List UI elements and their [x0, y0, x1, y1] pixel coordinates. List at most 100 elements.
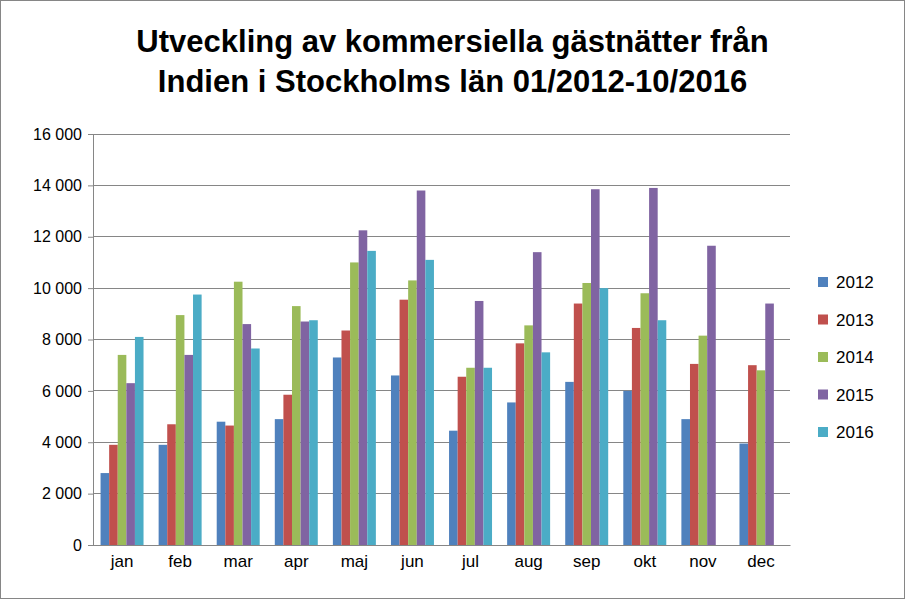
y-axis: 0 2 000 4 000 6 000 8 000 10 000 12 000 14 000 1…: [33, 126, 93, 554]
bar: [283, 395, 292, 545]
bar: [167, 424, 176, 545]
grid-line: [93, 236, 790, 237]
bar: [458, 377, 467, 545]
bar: [243, 324, 252, 545]
bar: [681, 419, 690, 545]
x-tick-label: maj: [341, 552, 368, 571]
y-tick-label: 2 000: [42, 485, 82, 502]
x-axis: janfebmaraprmajjunjulaugsepoktnovdec: [94, 545, 791, 571]
legend-swatch: [818, 390, 828, 400]
bar: [640, 293, 649, 545]
bar: [275, 419, 284, 545]
x-tick: aug: [514, 545, 542, 571]
bar: [765, 304, 774, 545]
x-tick: jul: [461, 545, 479, 571]
bar: [118, 355, 127, 545]
x-tick: feb: [168, 545, 192, 571]
x-tick: jun: [400, 545, 424, 571]
bar: [408, 280, 417, 545]
y-tick-mark: [88, 288, 93, 289]
grid-line: [93, 185, 790, 186]
x-tick-label: apr: [284, 552, 309, 571]
y-axis-line: [93, 135, 94, 546]
bar: [135, 337, 144, 545]
y-tick-label: 16 000: [33, 126, 82, 143]
bar: [126, 383, 135, 545]
bar: [658, 320, 667, 545]
bar: [400, 300, 409, 545]
bar: [234, 282, 243, 545]
x-tick-label: feb: [168, 552, 192, 571]
bar: [699, 336, 708, 545]
x-tick-label: nov: [689, 552, 717, 571]
y-tick: 16 000: [33, 126, 93, 143]
bar: [507, 402, 516, 545]
legend-swatch: [818, 352, 828, 362]
x-tick: apr: [284, 545, 309, 571]
y-tick-label: 14 000: [33, 177, 82, 194]
y-tick-mark: [88, 391, 93, 392]
bar: [251, 348, 260, 545]
x-tick-label: okt: [633, 552, 656, 571]
series: [135, 251, 666, 545]
y-tick: 4 000: [42, 434, 93, 451]
bar: [707, 246, 716, 545]
bar: [225, 426, 234, 545]
bar: [690, 364, 699, 545]
x-tick: sep: [573, 545, 600, 571]
bar: [341, 331, 350, 545]
bar: [466, 368, 475, 545]
legend-swatch: [818, 277, 828, 287]
title-line: Indien i Stockholms län 01/2012-10/2016: [158, 64, 747, 99]
legend-swatch: [818, 315, 828, 325]
y-tick-label: 8 000: [42, 331, 82, 348]
x-tick: mar: [224, 545, 254, 571]
y-tick: 0: [73, 537, 93, 554]
x-tick-label: sep: [573, 552, 600, 571]
bar: [483, 368, 492, 545]
y-tick-label: 12 000: [33, 228, 82, 245]
bar: [533, 252, 542, 545]
bar: [391, 375, 400, 545]
x-axis-line: [94, 545, 791, 546]
bar: [748, 365, 757, 545]
y-tick-label: 6 000: [42, 382, 82, 399]
bar: [516, 343, 525, 545]
x-tick-label: dec: [747, 552, 775, 571]
bar: [301, 322, 310, 545]
x-tick: okt: [633, 545, 656, 571]
chart-frame: [1, 1, 905, 599]
bar: [475, 301, 484, 545]
legend: 20122013201420152016: [818, 273, 874, 442]
y-tick: 2 000: [42, 485, 93, 502]
y-tick: 6 000: [42, 382, 93, 399]
y-tick-mark: [88, 545, 93, 546]
bar: [582, 283, 591, 545]
bar: [600, 288, 609, 545]
bars: [101, 188, 774, 545]
y-tick: 12 000: [33, 228, 93, 245]
bar: [449, 431, 458, 545]
y-tick: 10 000: [33, 280, 93, 297]
bar: [425, 260, 434, 545]
legend-label: 2012: [836, 273, 874, 292]
legend-label: 2013: [836, 311, 874, 330]
bar: [542, 352, 551, 545]
legend-label: 2014: [836, 348, 874, 367]
grid-line: [93, 288, 790, 289]
bar: [739, 444, 748, 545]
bar: [524, 325, 533, 545]
bar: [217, 422, 226, 545]
bar: [176, 315, 185, 545]
bar: [574, 304, 583, 545]
series: [118, 262, 766, 545]
bar: [333, 357, 342, 545]
bar: [292, 306, 301, 545]
y-tick: 8 000: [42, 331, 93, 348]
bar: [101, 473, 110, 545]
bar: [159, 445, 168, 545]
bar: [367, 251, 376, 545]
bar: [184, 355, 193, 545]
x-tick-label: jul: [461, 552, 479, 571]
y-tick-mark: [88, 134, 93, 135]
